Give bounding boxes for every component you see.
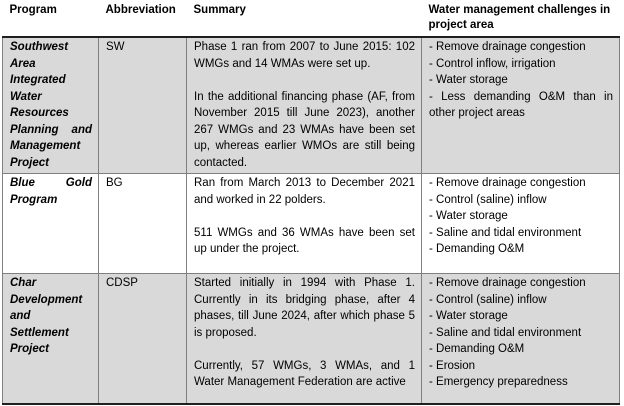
program-cell: Southwest Area Integrated Water Resource…: [2, 36, 99, 174]
table-row: Southwest Area Integrated Water Resource…: [2, 36, 620, 174]
summary-paragraph: Currently, 57 WMGs, 3 WMAs, and 1 Water …: [194, 359, 415, 389]
abbreviation-text: BG: [106, 177, 123, 189]
table-row: Blue Gold Program BG Ran from March 2013 t…: [2, 173, 620, 274]
challenge-item: - Erosion: [429, 359, 476, 372]
header-row: Program Abbreviation Summary Water manag…: [2, 0, 620, 38]
program-name: Blue Gold Program: [10, 177, 92, 206]
summary-paragraph: Started initially in 1994 with Phase 1. …: [194, 277, 415, 339]
challenge-item: - Saline and tidal environment: [429, 326, 582, 339]
challenge-item: - Demanding O&M: [429, 343, 525, 355]
challenge-item: - Control inflow, irrigation: [429, 57, 556, 70]
program-cell: Blue Gold Program: [2, 173, 99, 274]
challenge-item: - Water storage: [429, 310, 508, 322]
challenge-item: - Remove drainage congestion: [429, 41, 586, 53]
challenges-cell: - Remove drainage congestion - Control (s…: [421, 173, 620, 274]
challenges-cell: - Remove drainage congestion - Control (s…: [421, 273, 620, 405]
table-body: Southwest Area Integrated Water Resource…: [2, 36, 620, 405]
column-header-program: Program: [2, 0, 99, 38]
abbreviation-text: SW: [106, 41, 125, 53]
summary-paragraph: In the additional financing phase (AF, f…: [194, 90, 415, 169]
program-name: Char Development and Settlement Project: [10, 277, 83, 355]
challenge-item: - Remove drainage congestion: [429, 277, 586, 289]
challenge-item: - Water storage: [429, 74, 508, 86]
challenge-item: - Control (saline) inflow: [429, 193, 547, 206]
column-header-summary: Summary: [186, 0, 422, 38]
challenge-item: - Remove drainage congestion: [429, 177, 586, 189]
abbreviation-text: CDSP: [106, 277, 138, 289]
challenge-item: - Less demanding O&M than in other proje…: [429, 90, 613, 120]
summary-paragraph: Ran from March 2013 to December 2021 and…: [194, 177, 415, 206]
challenge-item: - Water storage: [429, 210, 508, 222]
challenges-cell: - Remove drainage congestion - Control in…: [421, 36, 620, 174]
summary-paragraph: Phase 1 ran from 2007 to June 2015: 102 …: [194, 41, 415, 70]
challenge-item: - Saline and tidal environment: [429, 226, 582, 239]
challenge-item: - Control (saline) inflow: [429, 293, 547, 306]
table-row: Char Development and Settlement Project C…: [2, 273, 620, 405]
summary-cell: Phase 1 ran from 2007 to June 2015: 102 …: [186, 36, 422, 174]
challenge-item: - Emergency preparedness: [429, 376, 568, 388]
table-header: Program Abbreviation Summary Water manag…: [2, 0, 620, 38]
program-name: Southwest Area Integrated Water Resource…: [10, 41, 92, 169]
challenge-item: - Demanding O&M: [429, 243, 525, 255]
summary-cell: Started initially in 1994 with Phase 1. …: [186, 273, 422, 405]
column-header-challenges: Water management challenges in project a…: [421, 0, 620, 38]
abbreviation-cell: SW: [98, 36, 187, 174]
summary-cell: Ran from March 2013 to December 2021 and…: [186, 173, 422, 274]
column-header-abbreviation: Abbreviation: [98, 0, 187, 38]
summary-paragraph: 511 WMGs and 36 WMAs have been set up un…: [194, 226, 415, 256]
abbreviation-cell: CDSP: [98, 273, 187, 405]
program-cell: Char Development and Settlement Project: [2, 273, 99, 405]
abbreviation-cell: BG: [98, 173, 187, 274]
